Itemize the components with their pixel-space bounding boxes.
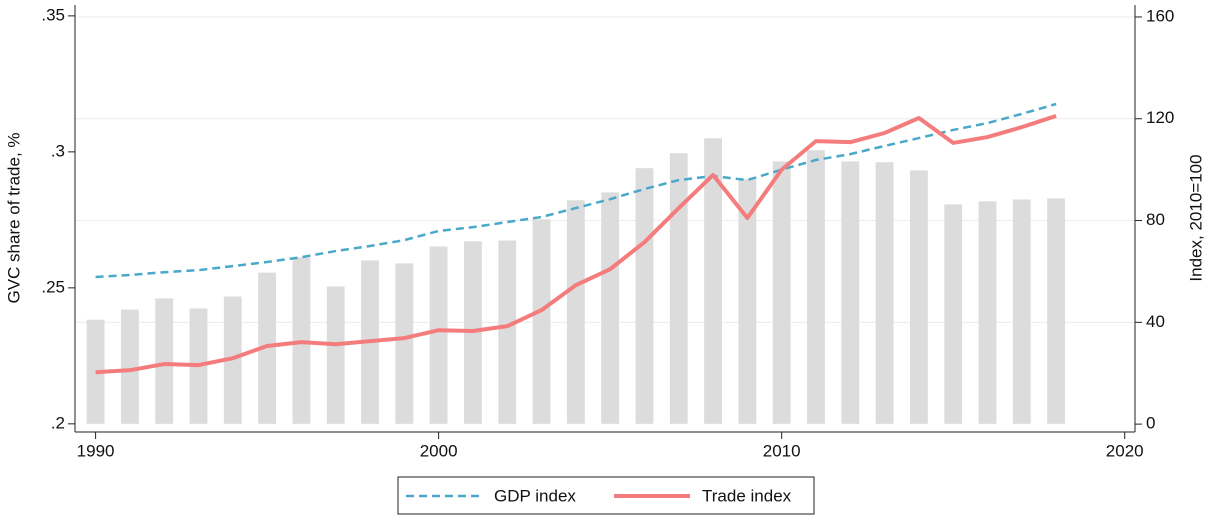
bar [155,298,174,424]
bar [1012,199,1031,424]
y-axis-label: GVC share of trade, % [4,132,23,303]
bar [772,161,791,424]
bar [635,168,654,424]
bar [807,150,825,424]
bar [429,246,448,424]
bar [909,170,928,424]
x-tick-label: 2010 [763,441,801,460]
bar [258,272,277,424]
x-tick-label: 2000 [420,441,458,460]
bar [498,240,517,424]
bar [738,179,757,424]
x-tick-label: 1990 [77,441,115,460]
y-tick-label: .25 [41,277,65,296]
bar [532,219,551,424]
line [95,114,1057,375]
bar [120,309,139,424]
y2-tick-label: 80 [1146,210,1165,229]
y-tick-label: .35 [41,5,65,24]
bar [395,263,414,424]
line [95,102,1057,279]
y2-tick-label: 120 [1146,108,1174,127]
bar [566,200,585,424]
y2-axis-label: Index, 2010=100 [1186,154,1205,281]
x-tick-label: 2020 [1106,441,1144,460]
bar [669,153,688,424]
y2-tick-label: 40 [1146,312,1165,331]
y2-tick-label: 160 [1146,6,1174,25]
legend-label: Trade index [702,486,792,505]
y2-tick-label: 0 [1146,414,1155,433]
bar [978,201,997,424]
bar [601,192,620,424]
bar [1047,198,1066,424]
bar [841,161,860,424]
legend-box [397,476,815,515]
bar [326,286,345,424]
legend-label: GDP index [494,486,576,505]
y-tick-label: .3 [51,141,65,160]
y-tick-label: .2 [51,413,65,432]
bar [875,162,894,424]
bar [704,138,722,424]
bar [944,204,963,424]
